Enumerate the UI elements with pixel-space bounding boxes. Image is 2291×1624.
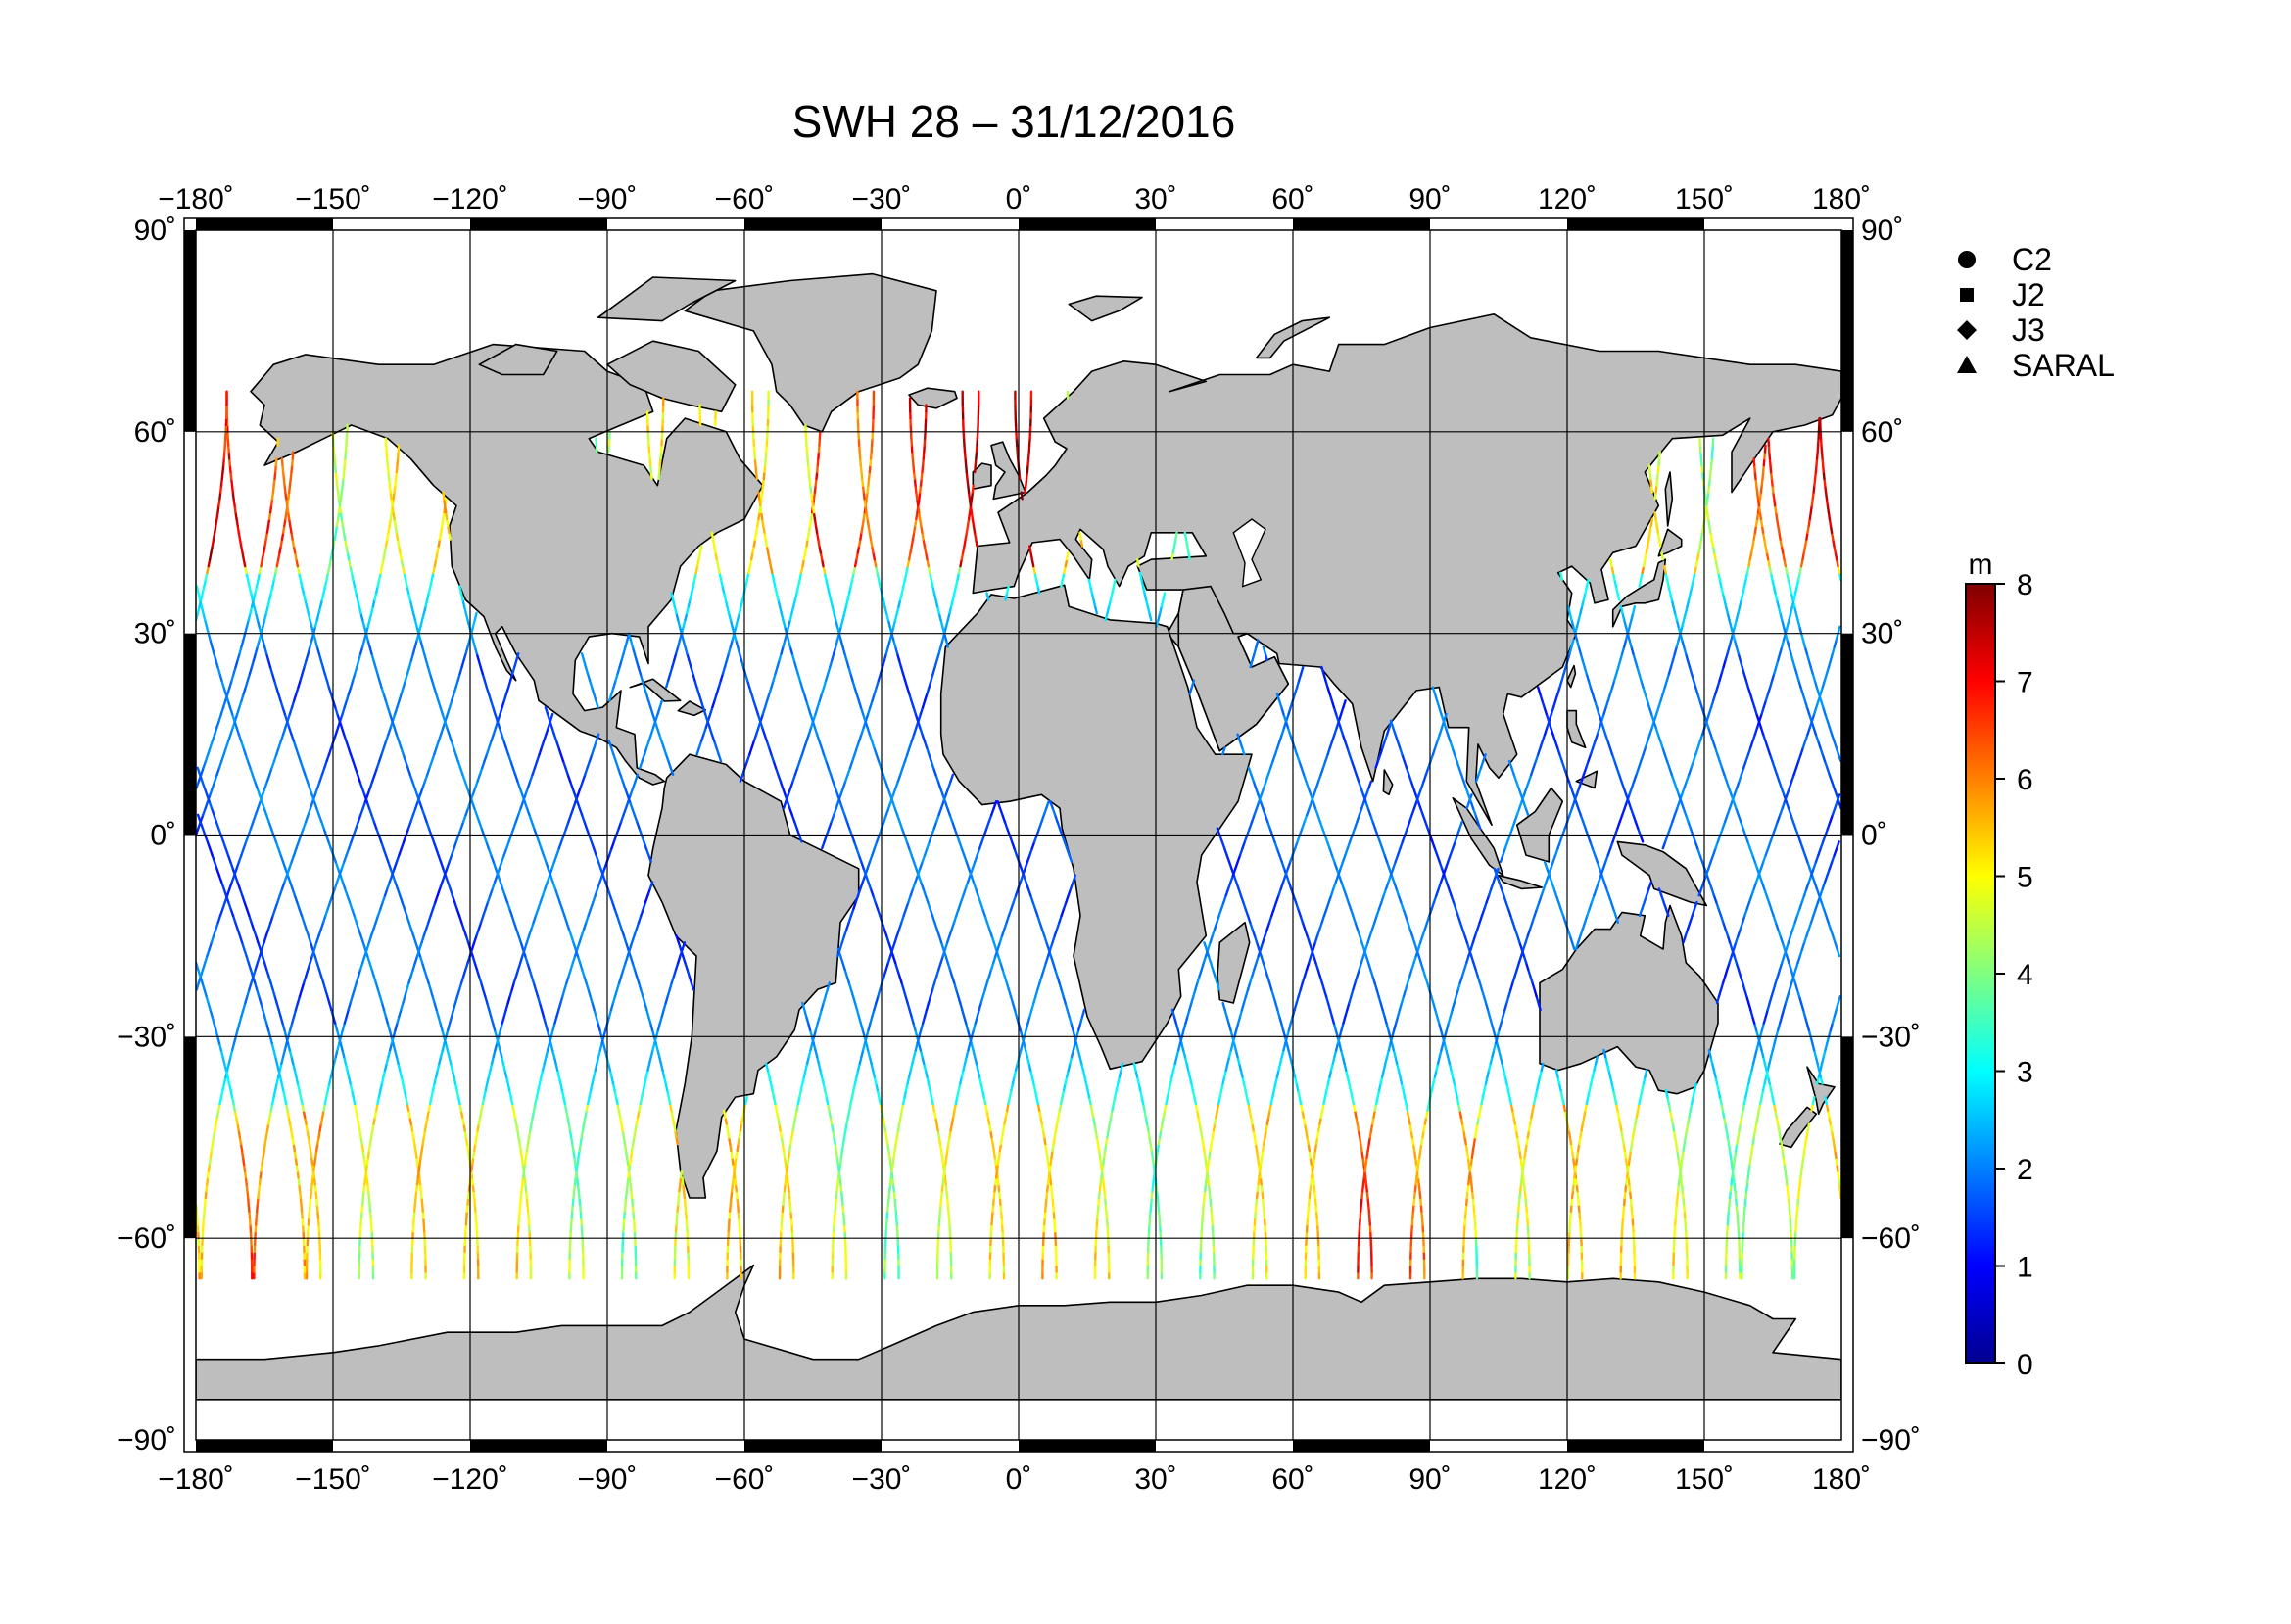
track-segment (700, 547, 701, 553)
track-segment (1185, 533, 1186, 540)
track-segment (475, 613, 477, 620)
track-segment (443, 493, 444, 500)
track-segment (1122, 1064, 1123, 1071)
track-segment (1808, 1124, 1809, 1131)
track-segment (973, 486, 974, 493)
track-segment (1029, 547, 1030, 553)
track-segment (712, 533, 713, 540)
track-segment (197, 587, 199, 594)
track-segment (672, 594, 674, 600)
track-segment (1813, 1097, 1814, 1104)
track-segment (1633, 606, 1635, 613)
track-segment (1137, 559, 1138, 566)
track-segment (1134, 1064, 1136, 1071)
track-segment (1089, 580, 1091, 587)
track-segment (1587, 580, 1589, 587)
map-title: SWH 28 – 31/12/2016 (792, 96, 1236, 147)
track-segment (987, 594, 989, 600)
track-segment (681, 1171, 682, 1178)
track-segment (1080, 533, 1081, 540)
track-segment (1114, 580, 1116, 587)
track-segment (1022, 493, 1023, 500)
track-segment (1140, 573, 1141, 580)
track-segment (1164, 594, 1166, 600)
track-segment (724, 1111, 725, 1118)
track-segment (758, 493, 759, 500)
track-segment (683, 1177, 684, 1184)
track-segment (1556, 1071, 1558, 1077)
track-segment (1067, 552, 1068, 559)
track-segment (1768, 439, 1769, 446)
track-segment (1604, 1050, 1606, 1057)
track-segment (745, 1097, 746, 1104)
track-segment (1175, 533, 1176, 540)
track-segment (293, 452, 294, 458)
track-segment (1007, 587, 1009, 594)
track-segment (459, 587, 461, 594)
track-segment (766, 1064, 768, 1071)
track-segment (596, 439, 597, 446)
track-segment (282, 458, 283, 465)
